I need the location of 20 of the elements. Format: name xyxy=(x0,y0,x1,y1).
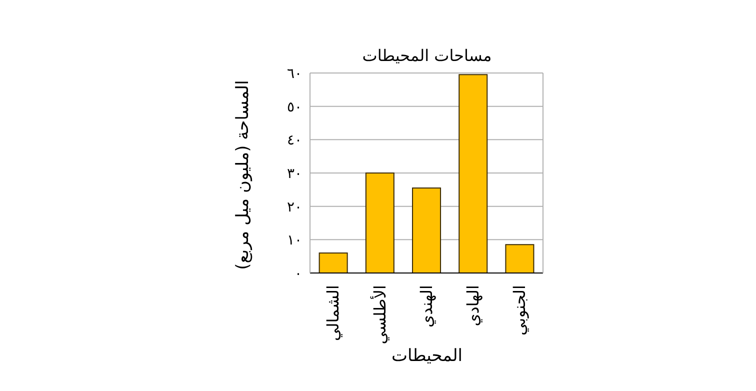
x-tick-label: الأطلسي xyxy=(369,285,390,344)
bar xyxy=(505,244,534,273)
bar xyxy=(365,172,394,273)
x-axis-title: المحيطات xyxy=(390,346,464,366)
y-tick-label: ٦٠ xyxy=(286,66,302,82)
chart-title: مساحات المحيطات xyxy=(361,46,493,65)
bar xyxy=(458,74,488,273)
x-tick-label: الهادي xyxy=(463,285,482,326)
y-tick-label: ٤٠ xyxy=(286,132,302,149)
x-tick-label: الجنوبي xyxy=(510,285,530,336)
y-tick-label: ٥٠ xyxy=(286,99,302,116)
y-tick-label: ٠ xyxy=(294,266,302,282)
y-tick-label: ٣٠ xyxy=(286,166,302,182)
bar xyxy=(318,252,348,273)
y-tick-label: ٢٠ xyxy=(286,199,302,216)
x-tick-label: الهندي xyxy=(416,285,436,328)
bar xyxy=(412,188,442,273)
y-axis-title: المساحة (مليون ميل مربع) xyxy=(233,79,254,272)
x-tick-label: الشمالي xyxy=(324,285,343,341)
y-tick-label: ١٠ xyxy=(286,232,302,249)
